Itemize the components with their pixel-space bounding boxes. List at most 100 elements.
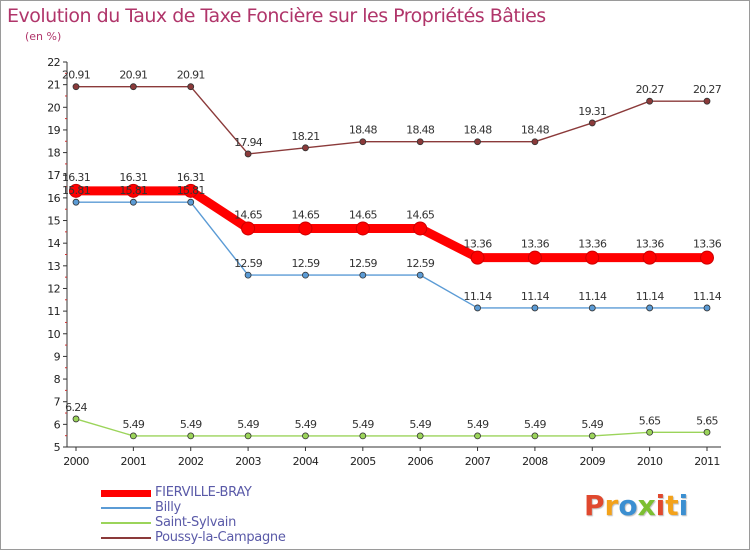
legend-swatch-poussy-la-campagne [101,537,151,539]
data-point-billy [187,198,195,206]
y-tick-label: 19 [47,124,60,137]
legend-label-saint-sylvain: Saint-Sylvain [155,515,237,530]
series-line-fierville-bray [76,186,707,263]
x-tick-label: 2003 [235,455,261,468]
data-point-billy [72,198,80,206]
data-label-saint-sylvain: 6.24 [65,401,87,414]
x-tick-label: 2009 [579,455,605,468]
data-label-saint-sylvain: 5.49 [237,418,259,431]
y-tick-label: 15 [47,215,60,228]
data-label-saint-sylvain: 5.49 [123,418,145,431]
data-label-fierville-bray: 14.65 [234,208,263,221]
data-label-billy: 11.14 [636,290,665,303]
data-label-poussy-la-campagne: 19.31 [578,105,606,118]
data-label-poussy-la-campagne: 18.48 [464,124,493,137]
data-label-billy: 11.14 [693,290,722,303]
data-label-fierville-bray: 13.36 [521,238,550,251]
data-point-poussy-la-campagne [359,138,367,146]
data-point-poussy-la-campagne [72,83,80,91]
logo-letter: i [678,489,689,522]
data-label-poussy-la-campagne: 20.91 [62,69,90,82]
data-label-billy: 12.59 [234,257,263,270]
data-label-poussy-la-campagne: 20.91 [177,69,205,82]
data-point-fierville-bray [183,183,198,198]
x-tick-label: 2006 [407,455,433,468]
data-point-billy [129,198,137,206]
data-point-billy [244,271,252,279]
logo-letter: x [637,489,656,522]
logo-letter: i [655,489,666,522]
data-label-poussy-la-campagne: 18.48 [406,124,435,137]
data-label-saint-sylvain: 5.49 [409,418,431,431]
logo-letter: o [618,489,638,522]
y-tick-label: 22 [47,56,60,69]
data-point-fierville-bray [126,183,141,198]
y-tick-label: 17 [47,169,60,182]
data-point-saint-sylvain [302,432,309,440]
data-label-fierville-bray: 16.31 [177,171,205,184]
logo-letter: P [584,489,605,522]
data-point-saint-sylvain [359,432,367,440]
legend-swatch-fierville-bray [101,489,151,497]
data-point-billy [302,271,309,279]
data-point-billy [416,271,424,279]
data-point-saint-sylvain [474,432,481,440]
x-tick-label: 2001 [121,455,147,468]
y-tick-label: 11 [47,305,60,318]
data-label-poussy-la-campagne: 18.48 [349,124,378,137]
x-tick-label: 2004 [293,455,319,468]
data-point-saint-sylvain [588,432,596,440]
data-point-saint-sylvain [416,432,424,440]
data-label-billy: 12.59 [291,257,320,270]
data-point-fierville-bray [527,250,542,265]
data-label-saint-sylvain: 5.49 [180,418,202,431]
y-tick-label: 12 [47,282,60,295]
data-label-billy: 11.14 [521,290,550,303]
data-label-saint-sylvain: 5.49 [581,418,603,431]
y-tick-label: 9 [54,350,61,363]
data-point-billy [703,304,711,312]
data-point-fierville-bray [298,221,313,236]
data-point-saint-sylvain [244,432,252,440]
data-label-fierville-bray: 14.65 [291,208,320,221]
series-line-billy [76,201,707,309]
data-label-fierville-bray: 14.65 [406,208,435,221]
data-label-saint-sylvain: 5.49 [295,418,317,431]
x-tick-label: 2000 [63,455,89,468]
data-label-saint-sylvain: 5.49 [352,418,374,431]
data-point-fierville-bray [241,221,256,236]
proxiti-logo: Proxiti [584,489,688,522]
y-tick-label: 7 [54,396,61,409]
y-tick-label: 21 [47,79,60,92]
y-tick-label: 20 [47,101,60,114]
y-tick-label: 5 [54,441,61,454]
data-label-fierville-bray: 16.31 [119,171,147,184]
x-tick-label: 2005 [350,455,376,468]
x-tick-label: 2010 [637,455,663,468]
data-label-billy: 15.81 [62,184,90,197]
data-label-saint-sylvain: 5.65 [639,414,661,427]
data-labels: 16.31 16.31 16.31 14.65 14.65 14.65 14.65 13.36… [62,69,722,431]
x-tick-label: 2011 [694,455,720,468]
data-label-poussy-la-campagne: 20.91 [119,69,147,82]
data-label-fierville-bray: 13.36 [578,238,607,251]
data-label-billy: 12.59 [406,257,435,270]
data-label-fierville-bray: 14.65 [349,208,378,221]
data-point-billy [646,304,654,312]
chart-title: Evolution du Taux de Taxe Foncière sur l… [7,5,546,27]
data-label-billy: 15.81 [177,184,205,197]
data-label-fierville-bray: 16.31 [62,171,90,184]
data-label-billy: 15.81 [119,184,147,197]
x-tick-label: 2008 [522,455,548,468]
logo-letter: r [604,489,619,522]
data-point-saint-sylvain [72,415,80,423]
data-label-poussy-la-campagne: 18.21 [291,130,319,143]
y-tick-label: 10 [47,328,60,341]
data-point-billy [359,271,367,279]
data-point-billy [474,304,481,312]
data-point-poussy-la-campagne [416,138,424,146]
data-label-billy: 11.14 [578,290,607,303]
legend-swatch-billy [101,507,151,509]
